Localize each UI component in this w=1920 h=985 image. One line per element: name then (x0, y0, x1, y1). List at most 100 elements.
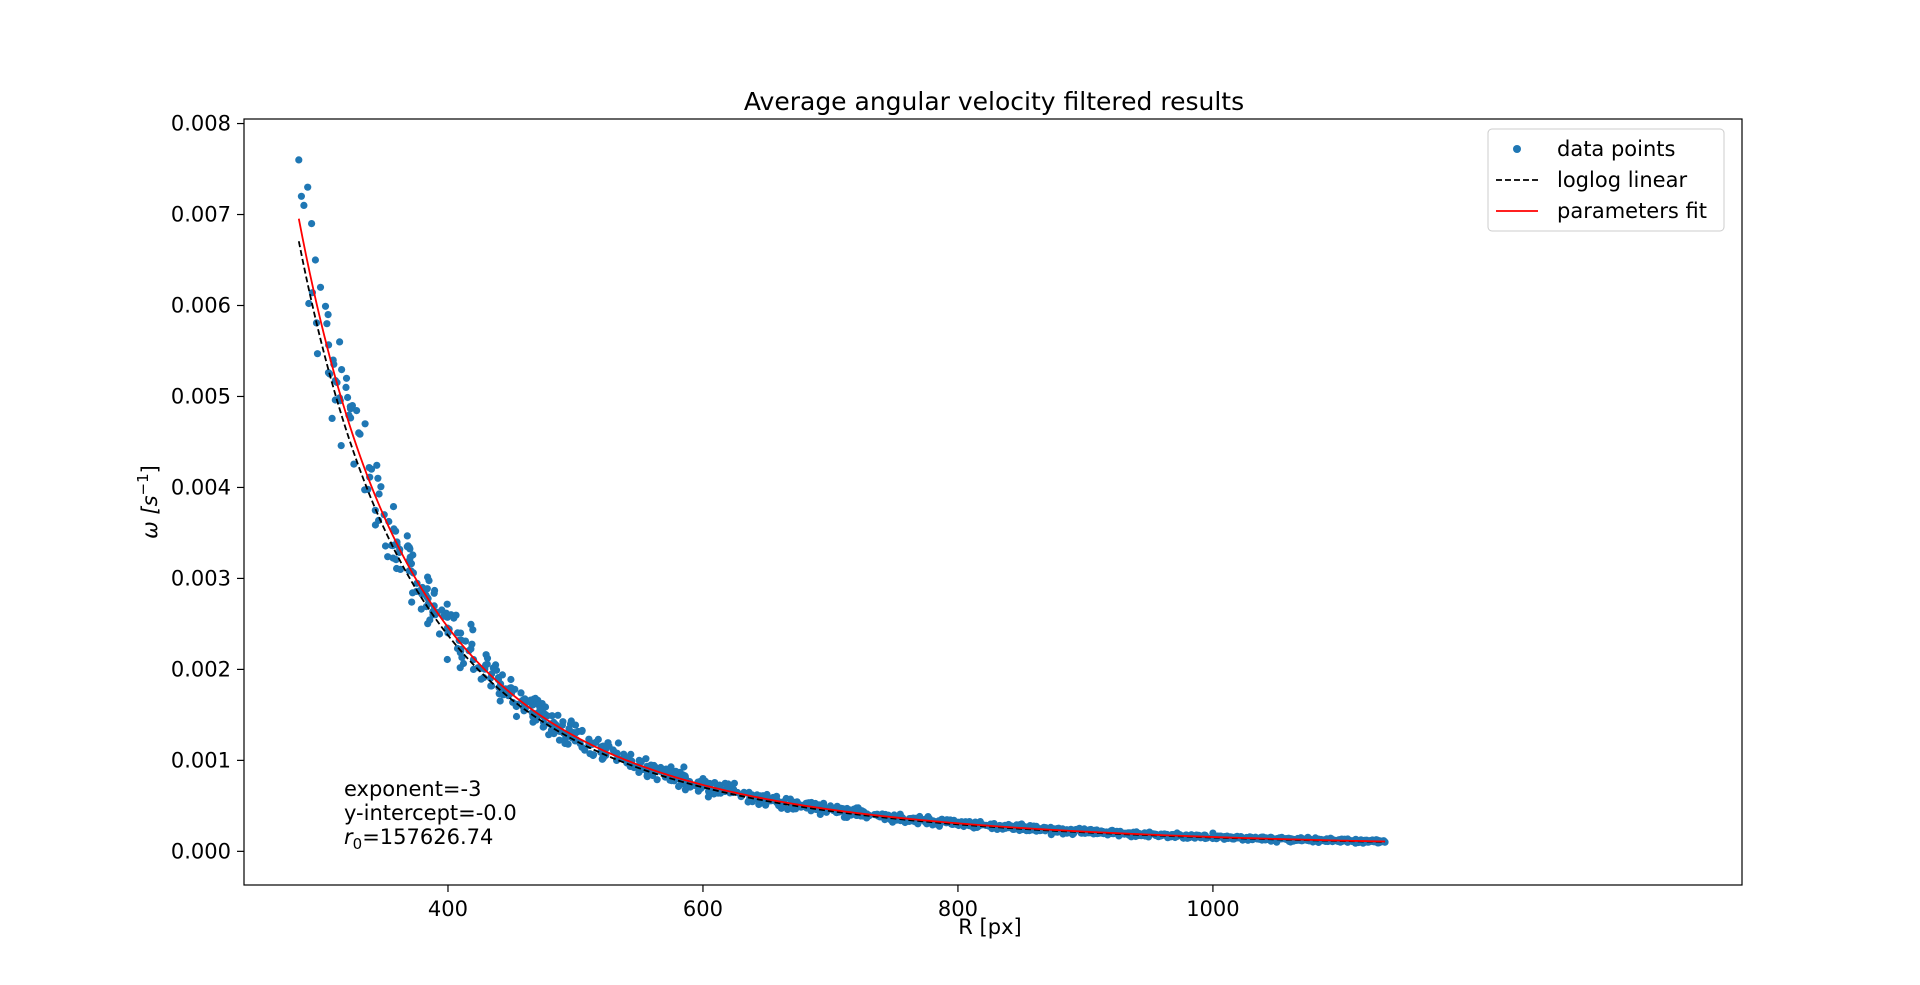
data-point (417, 605, 425, 613)
data-point (730, 779, 739, 787)
data-point (635, 768, 643, 777)
data-point (590, 751, 598, 759)
data-point (384, 553, 392, 561)
annotation-r0-prefix: r (344, 825, 354, 849)
data-point (467, 620, 475, 629)
data-point (443, 600, 451, 608)
data-point (425, 577, 433, 585)
data-point (680, 763, 688, 771)
data-point (681, 772, 689, 780)
data-point (408, 598, 416, 606)
data-point (494, 674, 502, 682)
data-point (452, 611, 460, 619)
data-point (520, 702, 529, 710)
data-point (435, 630, 444, 638)
data-point (321, 302, 330, 310)
data-point (406, 556, 414, 564)
data-point (609, 746, 617, 754)
data-point (468, 640, 476, 648)
data-point (406, 545, 414, 553)
data-point (311, 256, 319, 264)
x-tick-label: 1000 (1186, 897, 1239, 921)
data-point (403, 532, 411, 540)
y-axis-label: ω [s−1] (134, 465, 162, 539)
data-point (297, 192, 305, 200)
data-point (1273, 838, 1281, 846)
data-point (348, 402, 356, 410)
data-point (721, 779, 729, 787)
data-point (826, 802, 835, 810)
data-point (559, 718, 567, 726)
legend-label-parameters-fit: parameters fit (1557, 199, 1707, 223)
fit-annotations: exponent=-3 y-intercept=-0.0 r0=157626.7… (344, 777, 517, 853)
data-point (1018, 820, 1026, 828)
annotation-r0-value: =157626.74 (362, 825, 493, 849)
x-tick-label: 600 (683, 897, 723, 921)
data-point (492, 666, 501, 674)
annotation-exponent: exponent=-3 (344, 777, 481, 801)
data-point (393, 564, 401, 573)
data-point (1075, 824, 1083, 832)
y-tick-label: 0.008 (171, 112, 231, 136)
data-point (316, 283, 325, 291)
data-point (392, 527, 400, 535)
data-point (529, 718, 537, 726)
data-point (643, 773, 651, 781)
data-point (324, 311, 332, 319)
data-point (456, 664, 464, 672)
data-point (526, 698, 534, 706)
data-point (342, 374, 351, 382)
y-tick-label: 0.005 (171, 384, 231, 408)
plot-area (295, 156, 1389, 847)
data-point (512, 712, 521, 721)
y-tick-label: 0.000 (171, 839, 231, 863)
data-point (338, 366, 346, 374)
x-axis-label: R [px] (958, 915, 1021, 939)
data-point (496, 697, 504, 705)
annotation-r0: r0=157626.74 (344, 825, 493, 853)
loglog-linear-line (297, 241, 1386, 843)
data-point (598, 755, 606, 763)
data-point (578, 726, 586, 735)
data-point (431, 586, 439, 595)
data-point (675, 782, 683, 791)
y-tick-label: 0.002 (171, 657, 231, 681)
data-point (392, 556, 400, 564)
legend: data points loglog linear parameters fit (1487, 128, 1725, 232)
y-tick-label: 0.004 (171, 475, 231, 499)
data-point (465, 647, 473, 655)
data-point (495, 690, 503, 698)
y-axis-label-exp: −1 (134, 473, 152, 495)
legend-marker-data-points (1513, 145, 1521, 153)
y-axis-label-unit: s (138, 495, 162, 506)
data-point (699, 775, 707, 783)
data-point (373, 461, 381, 469)
data-point (305, 299, 313, 308)
data-point (295, 156, 303, 164)
data-point (444, 629, 452, 637)
legend-label-loglog-linear: loglog linear (1557, 168, 1687, 192)
chart-title: Average angular velocity filtered result… (744, 87, 1244, 116)
data-point (482, 651, 490, 659)
data-point (896, 810, 904, 818)
data-point (653, 776, 661, 784)
y-axis-label-close: ] (138, 465, 162, 473)
data-point (323, 320, 331, 328)
data-point (375, 490, 383, 498)
data-point (681, 786, 690, 794)
data-point (355, 429, 363, 437)
x-tick-label: 400 (428, 897, 468, 921)
data-point (313, 350, 322, 358)
data-point (477, 675, 485, 683)
data-point (389, 503, 398, 511)
y-tick-label: 0.001 (171, 748, 231, 772)
data-point (350, 460, 358, 468)
data-point (426, 616, 434, 624)
axes-frame (243, 118, 1743, 886)
data-point (469, 665, 478, 674)
y-axis-ticks: 0.000 0.001 0.002 0.003 0.004 0.005 0.006 0.007… (171, 112, 244, 863)
data-point (458, 653, 466, 662)
data-point (548, 712, 556, 720)
y-tick-label: 0.006 (171, 293, 231, 317)
